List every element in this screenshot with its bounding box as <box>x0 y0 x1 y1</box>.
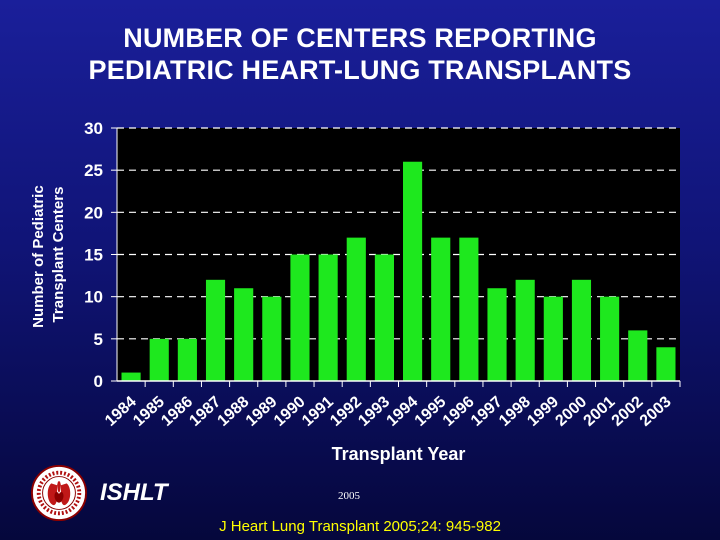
x-tick-labels: 1984198519861987198819891990199119921993… <box>102 381 681 430</box>
x-tick-label: 1995 <box>412 393 450 430</box>
x-tick-label: 1985 <box>130 393 168 430</box>
y-tick-label: 15 <box>84 246 103 265</box>
x-tick-label: 2001 <box>581 393 619 430</box>
y-axis-label: Number of Pediatric Transplant Centers <box>30 181 67 328</box>
x-tick-label: 1997 <box>468 393 506 430</box>
x-tick-label: 1987 <box>186 393 224 430</box>
bar-1987 <box>205 279 226 381</box>
x-tick-label: 1996 <box>440 393 478 430</box>
x-tick-label: 1990 <box>271 393 309 430</box>
bars <box>121 161 676 381</box>
report-year: 2005 <box>338 490 360 502</box>
bar-2001 <box>600 296 620 381</box>
y-tick-label: 25 <box>84 161 103 180</box>
chart-title-line-1: NUMBER OF CENTERS REPORTING <box>123 23 597 53</box>
y-tick-labels: 0 5 10 15 20 25 30 <box>84 119 117 391</box>
bar-1992 <box>346 237 366 381</box>
bar-1993 <box>374 254 394 381</box>
bar-1998 <box>515 279 535 381</box>
org-name: ISHLT <box>100 479 168 506</box>
x-tick-label: 1999 <box>524 393 562 430</box>
x-tick-label: 2000 <box>552 393 590 430</box>
x-tick-label: 1994 <box>384 393 422 430</box>
bar-1990 <box>290 254 310 381</box>
bar-1995 <box>431 237 451 381</box>
y-tick-label: 10 <box>84 288 103 307</box>
x-tick-label: 1993 <box>355 393 393 430</box>
chart-title-line-2: PEDIATRIC HEART-LUNG TRANSPLANTS <box>88 55 632 85</box>
y-tick-label: 0 <box>94 372 103 391</box>
bar-1989 <box>262 296 282 381</box>
y-tick-label: 5 <box>94 330 103 349</box>
x-tick-label: 2003 <box>637 393 675 430</box>
x-tick-label: 1988 <box>215 393 253 430</box>
x-tick-label: 1984 <box>102 393 140 430</box>
bar-1988 <box>234 288 254 381</box>
citation: J Heart Lung Transplant 2005;24: 945-982 <box>219 518 501 535</box>
y-tick-label: 20 <box>84 203 103 222</box>
x-tick-label: 1986 <box>158 393 196 430</box>
bar-1991 <box>318 254 338 381</box>
bar-1994 <box>403 161 423 381</box>
bar-1999 <box>543 296 563 381</box>
bar-1997 <box>487 288 507 381</box>
x-tick-label: 1991 <box>299 393 337 430</box>
bar-2003 <box>656 347 676 381</box>
x-tick-label: 1989 <box>243 393 281 430</box>
y-tick-label: 30 <box>84 119 103 138</box>
x-tick-label: 1998 <box>496 393 534 430</box>
bar-1996 <box>459 237 479 381</box>
bar-1984 <box>121 372 141 381</box>
x-tick-label: 2002 <box>609 393 647 430</box>
x-tick-label: 1992 <box>327 393 365 430</box>
y-axis-label-line-2: Transplant Centers <box>50 187 67 323</box>
x-axis-label: Transplant Year <box>332 444 466 464</box>
chart-title: NUMBER OF CENTERS REPORTING PEDIATRIC HE… <box>0 22 720 86</box>
y-axis-label-line-1: Number of Pediatric <box>30 185 47 328</box>
bar-2000 <box>571 279 592 381</box>
bar-1985 <box>149 338 169 381</box>
bar-1986 <box>177 338 197 381</box>
bar-2002 <box>628 330 648 381</box>
ishlt-seal-icon <box>30 464 88 522</box>
